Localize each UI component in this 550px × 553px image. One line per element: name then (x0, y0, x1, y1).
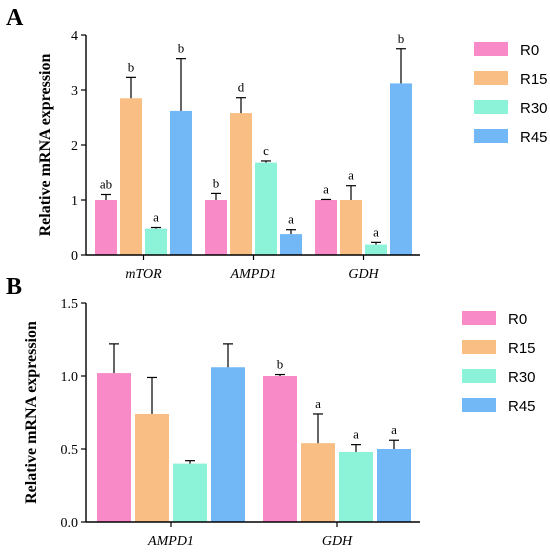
significance-label: b (213, 175, 220, 190)
bar-r45-gdh (377, 449, 411, 522)
legend-swatch-r0 (474, 42, 508, 56)
significance-label: b (277, 357, 284, 372)
category-label: GDH (348, 267, 379, 282)
bar-r30-gdh (339, 451, 373, 522)
legend-swatch-r0 (462, 311, 496, 325)
significance-label: c (263, 143, 269, 158)
legend-label-r45: R45 (508, 398, 536, 415)
y-tick-label: 4 (71, 29, 78, 44)
significance-label: a (348, 168, 354, 183)
significance-label: ab (100, 177, 112, 192)
bar-r15-gdh (301, 443, 335, 522)
bar-r45-ampd1 (211, 367, 245, 522)
bar-r0-ampd1 (205, 200, 227, 255)
legend-label-r30: R30 (520, 100, 548, 117)
bar-r15-ampd1 (230, 113, 252, 255)
bar-r30-ampd1 (173, 463, 207, 522)
category-label: AMPD1 (230, 267, 277, 282)
bar-r0-mtor (95, 200, 117, 255)
chart-panel-b: 0.0 0.5 1.0 1.5 Relative mRNA expression AMPD… (23, 297, 536, 549)
significance-label: a (373, 224, 379, 239)
bar-r0-gdh (315, 200, 337, 255)
legend-swatch-r45 (474, 129, 508, 143)
significance-label: a (315, 396, 321, 411)
bar-r45-mtor (170, 110, 192, 256)
y-tick-label: 1.0 (61, 370, 79, 385)
y-tick-label: 1 (71, 194, 78, 209)
bar-r0-gdh (263, 376, 297, 522)
significance-label: a (153, 210, 159, 225)
significance-label: a (391, 422, 397, 437)
panel-b-label: B (6, 274, 22, 300)
legend-swatch-r30 (474, 100, 508, 114)
significance-label: a (288, 212, 294, 227)
bar-r0-ampd1 (97, 373, 131, 522)
bar-r15-gdh (340, 200, 362, 255)
legend-label-r0: R0 (508, 311, 527, 328)
legend-swatch-r15 (462, 340, 496, 354)
y-tick-label: 3 (71, 84, 78, 99)
y-tick-label: 0.5 (61, 443, 79, 458)
category-label: mTOR (125, 267, 162, 282)
bar-r15-mtor (120, 98, 142, 255)
significance-label: d (238, 80, 245, 95)
panel-a-label: A (6, 5, 24, 31)
legend-swatch-r30 (462, 369, 496, 383)
y-tick-label: 0 (71, 249, 78, 264)
bar-r30-mtor (145, 228, 167, 255)
significance-label: b (178, 41, 185, 56)
significance-label: a (353, 427, 359, 442)
category-label: GDH (322, 534, 353, 549)
y-tick-label: 1.5 (61, 297, 79, 312)
significance-label: b (128, 59, 135, 74)
significance-label: b (398, 31, 405, 46)
y-axis-label: Relative mRNA expression (37, 54, 54, 237)
bar-r45-gdh (390, 83, 412, 256)
bar-r30-gdh (365, 244, 387, 255)
legend-label-r30: R30 (508, 369, 536, 386)
legend-label-r15: R15 (520, 71, 548, 88)
bar-r30-ampd1 (255, 162, 277, 255)
bar-r15-ampd1 (135, 413, 169, 522)
y-tick-label: 2 (71, 139, 78, 154)
y-axis-label: Relative mRNA expression (23, 321, 40, 504)
legend-label-r0: R0 (520, 42, 539, 59)
legend-label-r15: R15 (508, 340, 536, 357)
bar-r45-ampd1 (280, 234, 302, 255)
legend-label-r45: R45 (520, 129, 548, 146)
y-tick-label: 0.0 (61, 516, 79, 531)
category-label: AMPD1 (147, 534, 194, 549)
legend-swatch-r15 (474, 71, 508, 85)
legend-swatch-r45 (462, 398, 496, 412)
significance-label: a (323, 181, 329, 196)
